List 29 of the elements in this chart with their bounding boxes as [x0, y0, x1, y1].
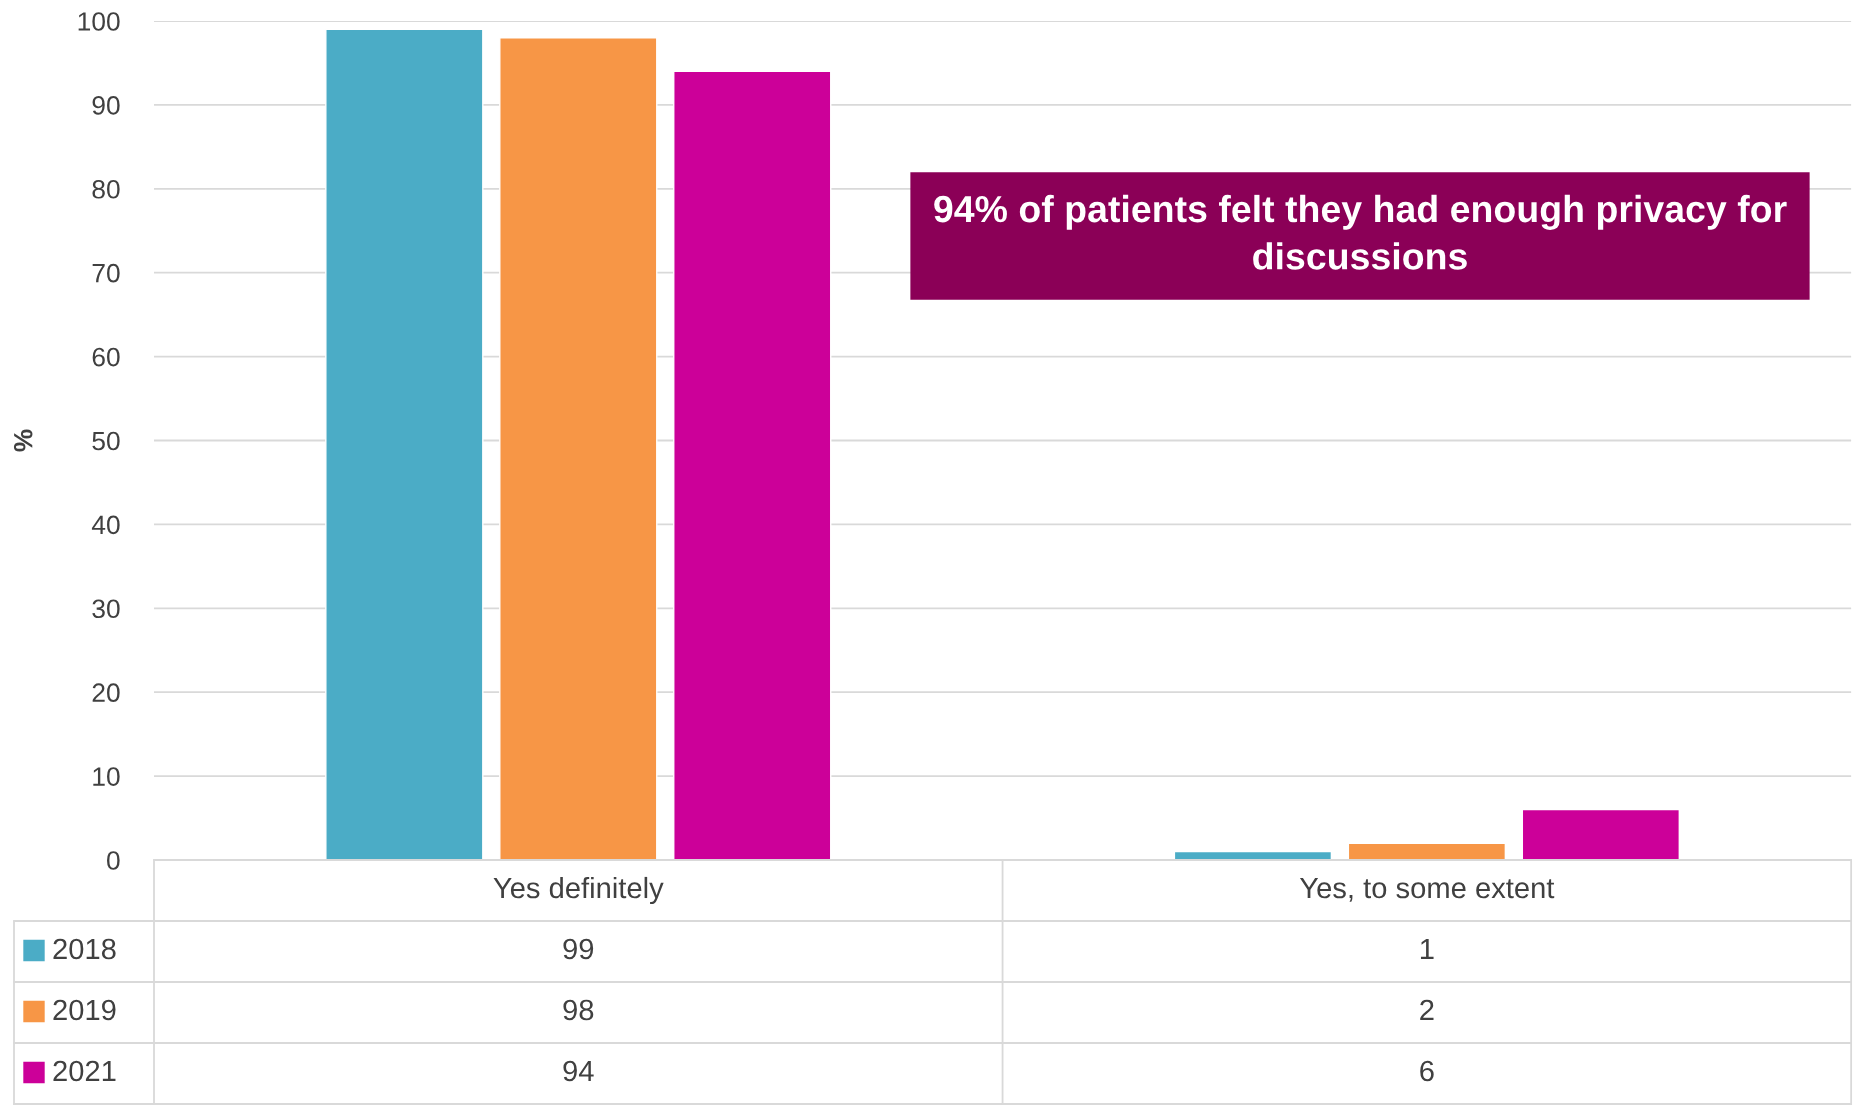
- y-tick-label: 80: [92, 179, 120, 199]
- data-label: 1: [1420, 938, 1434, 960]
- y-tick-label: 50: [92, 431, 120, 451]
- y-tick-label: 30: [92, 599, 120, 619]
- data-label: 99: [563, 938, 594, 960]
- bar: [499, 37, 658, 860]
- x-tick-label: Yes definitely: [493, 876, 664, 905]
- bar: [1521, 808, 1681, 860]
- y-tick-label: 90: [92, 96, 120, 115]
- data-label: 94: [563, 1060, 594, 1082]
- y-tick-label: 10: [93, 767, 120, 786]
- legend-label: 2019: [53, 999, 116, 1021]
- data-label: 6: [1420, 1060, 1434, 1082]
- data-label: 98: [563, 999, 594, 1021]
- y-tick-label: 20: [92, 683, 120, 703]
- y-tick-label: 100: [78, 12, 120, 31]
- bar: [1347, 842, 1507, 860]
- bar: [673, 70, 832, 860]
- y-tick-label: 60: [92, 347, 120, 367]
- y-axis-title: %: [13, 429, 33, 452]
- legend-label: 2021: [53, 1060, 116, 1082]
- bar: [325, 28, 484, 860]
- y-tick-label: 40: [91, 515, 120, 535]
- y-tick-label: 0: [107, 851, 120, 870]
- legend-label: 2018: [53, 938, 116, 960]
- y-tick-label: 70: [92, 263, 120, 283]
- annotation: 94% of patients felt they had enough privacy for discussions: [934, 194, 1787, 270]
- x-tick-label: Yes, to some extent: [1299, 877, 1555, 902]
- data-label: 2: [1420, 999, 1434, 1021]
